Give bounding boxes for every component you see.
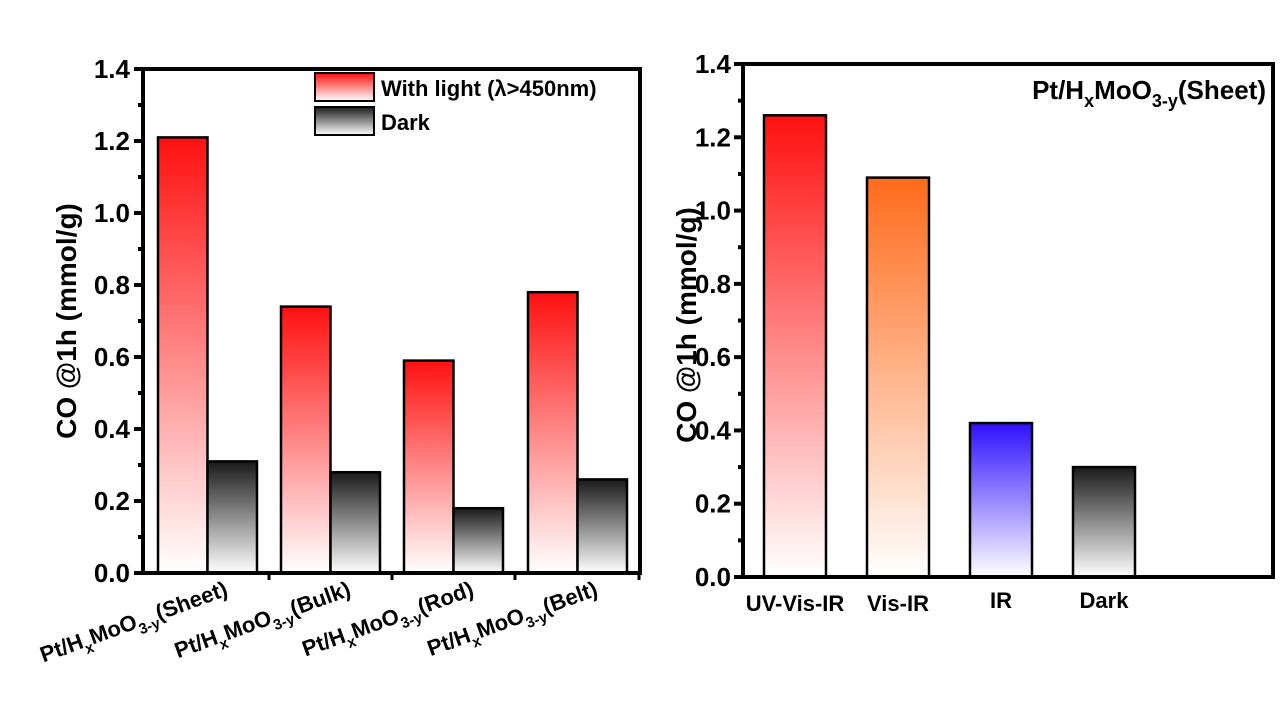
y-tick-label: 1.4 xyxy=(94,54,131,84)
left-y-ticks: 0.0 0.2 0.4 0.6 0.8 1.0 1.2 1.4 xyxy=(94,54,143,588)
bar-vis-ir xyxy=(865,176,931,579)
right-y-ticks: 0.0 0.2 0.4 0.6 0.8 1.0 1.2 1.4 xyxy=(695,49,743,592)
y-tick-label: 0.4 xyxy=(94,414,131,444)
bar-dark-2 xyxy=(452,506,505,575)
x-category-label: IR xyxy=(990,588,1012,613)
y-tick-label: 1.4 xyxy=(695,49,732,79)
bar-light-1 xyxy=(279,305,332,575)
x-category-label: Dark xyxy=(1080,588,1130,613)
legend-swatch-light xyxy=(314,72,375,102)
y-tick-label: 1.0 xyxy=(695,196,731,226)
bar-ir xyxy=(968,421,1034,579)
bar-dark-0 xyxy=(206,460,259,575)
chart-left: 0.0 0.2 0.4 0.6 0.8 1.0 1.2 1.4 CO @1h (mmol/g)… xyxy=(37,54,642,673)
legend-label-light: With light (λ>450nm) xyxy=(381,76,597,101)
left-category-labels: Pt/HxMoO3-y(Sheet)Pt/HxMoO3-y(Bulk)Pt/Hx… xyxy=(37,576,601,673)
right-y-axis-label: CO @1h (mmol/g) xyxy=(671,207,702,443)
right-category-labels: UV-Vis-IR Vis-IR IR Dark xyxy=(746,588,1130,616)
y-tick-label: 1.0 xyxy=(94,198,130,228)
legend-swatch-dark xyxy=(314,106,375,136)
title-sub-3y: 3-y xyxy=(1152,91,1178,111)
x-category-label: UV-Vis-IR xyxy=(746,591,845,616)
legend-label-dark: Dark xyxy=(381,110,431,135)
y-tick-label: 0.6 xyxy=(94,342,130,372)
y-tick-label: 0.2 xyxy=(695,489,731,519)
y-tick-label: 0.0 xyxy=(695,562,731,592)
bar-light-0 xyxy=(156,136,209,575)
right-bars xyxy=(762,114,1137,579)
title-mid: MoO xyxy=(1094,75,1152,105)
y-tick-label: 0.0 xyxy=(94,558,130,588)
bar-dark-1 xyxy=(329,470,382,575)
y-tick-label: 0.2 xyxy=(94,486,130,516)
y-tick-label: 1.2 xyxy=(94,126,130,156)
chart-right: 0.0 0.2 0.4 0.6 0.8 1.0 1.2 1.4 CO @1h (mmol/g)… xyxy=(671,49,1275,616)
bar-light-2 xyxy=(402,359,455,575)
y-tick-label: 1.2 xyxy=(695,122,731,152)
title-sub-x: x xyxy=(1084,91,1094,111)
x-category-label: Pt/HxMoO3-y(Sheet) xyxy=(37,576,233,673)
bar-uv-vis-ir xyxy=(762,114,828,579)
y-tick-label: 0.4 xyxy=(695,415,732,445)
left-bars xyxy=(156,136,629,575)
right-chart-title: Pt/HxMoO3-y(Sheet) xyxy=(1032,75,1266,111)
bar-dark xyxy=(1071,465,1137,579)
left-y-axis-label: CO @1h (mmol/g) xyxy=(51,203,82,439)
y-tick-label: 0.6 xyxy=(695,342,731,372)
title-tail: (Sheet) xyxy=(1178,75,1266,105)
y-tick-label: 0.8 xyxy=(695,269,731,299)
x-category-label: Vis-IR xyxy=(867,591,929,616)
bar-light-3 xyxy=(526,290,579,575)
y-tick-label: 0.8 xyxy=(94,270,130,300)
left-legend: With light (λ>450nm) Dark xyxy=(314,72,597,136)
bar-dark-3 xyxy=(576,478,629,575)
title-base: Pt/H xyxy=(1032,75,1084,105)
left-x-ticks xyxy=(267,573,641,580)
